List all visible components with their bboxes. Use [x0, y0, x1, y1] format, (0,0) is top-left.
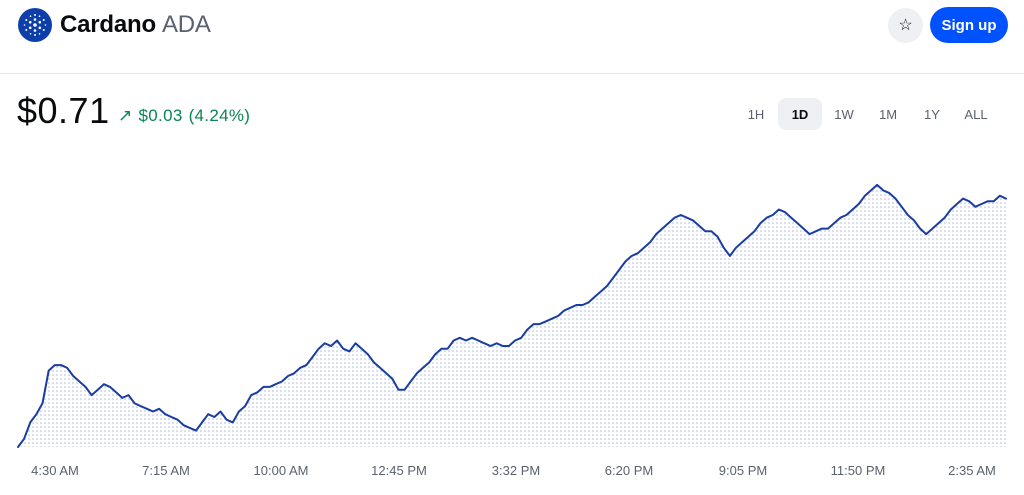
sign-up-button[interactable]: Sign up [930, 7, 1008, 43]
star-icon: ☆ [898, 17, 913, 34]
range-1m[interactable]: 1M [866, 98, 910, 130]
range-1d[interactable]: 1D [778, 98, 822, 130]
cardano-logo-graphic [23, 14, 47, 36]
x-tick-label: 4:30 AM [31, 463, 79, 478]
chart-area-fill [18, 184, 1006, 447]
range-all[interactable]: ALL [954, 98, 998, 130]
price-chart[interactable]: 4:30 AM 7:15 AM 10:00 AM 12:45 PM 3:32 PM 6:2… [0, 150, 1024, 480]
x-tick-label: 6:20 PM [605, 463, 653, 478]
x-tick-label: 9:05 PM [719, 463, 767, 478]
range-1y[interactable]: 1Y [910, 98, 954, 130]
asset-name: Cardano [60, 11, 156, 38]
x-tick-label: 11:50 PM [831, 463, 886, 478]
x-tick-label: 3:32 PM [492, 463, 540, 478]
range-1h[interactable]: 1H [734, 98, 778, 130]
cardano-logo-icon [18, 8, 52, 42]
x-tick-label: 2:35 AM [948, 463, 996, 478]
watchlist-button[interactable]: ☆ [888, 8, 923, 43]
chart-price-line [17, 183, 1007, 448]
header: Cardano ADA ☆ Sign up [0, 0, 1024, 74]
x-tick-label: 10:00 AM [254, 463, 309, 478]
price-change: ↗ $0.03 (4.24%) [118, 105, 250, 127]
x-tick-label: 7:15 AM [142, 463, 190, 478]
price-change-value: $0.03 [138, 106, 183, 125]
page-title: Cardano ADA [60, 10, 211, 40]
asset-symbol: ADA [161, 11, 211, 38]
x-tick-label: 12:45 PM [371, 463, 427, 478]
x-axis: 4:30 AM 7:15 AM 10:00 AM 12:45 PM 3:32 PM 6:2… [31, 463, 996, 478]
range-1w[interactable]: 1W [822, 98, 866, 130]
trend-up-icon: ↗ [118, 106, 133, 125]
price-change-percent: (4.24%) [188, 106, 251, 125]
current-price: $0.71 [17, 90, 110, 131]
